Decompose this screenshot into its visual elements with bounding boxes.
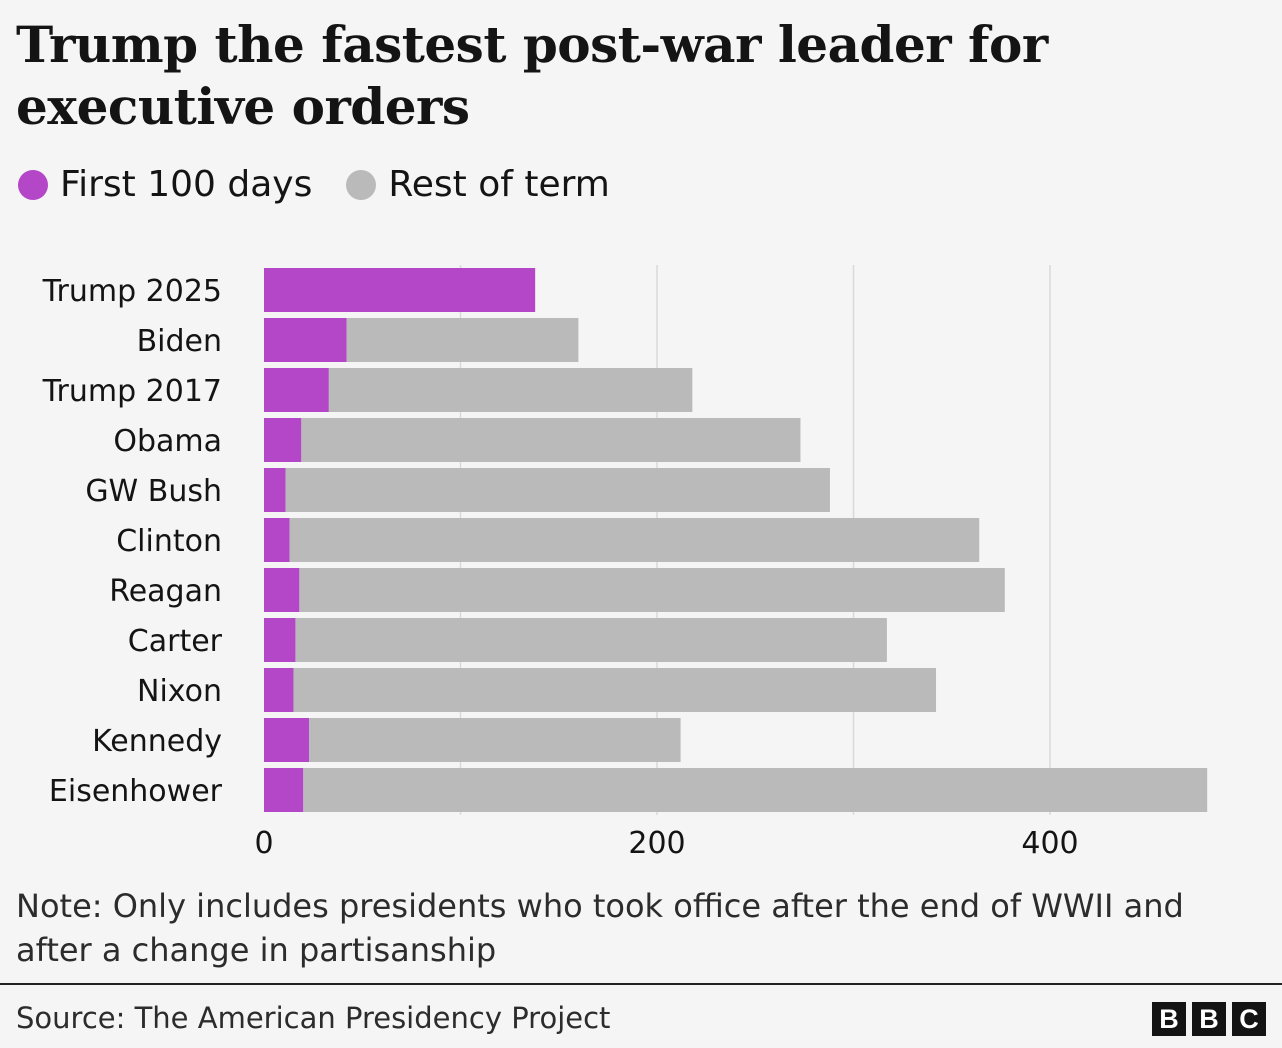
- category-label: Nixon: [137, 674, 222, 709]
- category-label: Reagan: [109, 574, 222, 609]
- bar-rest-of-term: [309, 718, 681, 762]
- bar-first-100-days: [264, 368, 329, 412]
- bar-rest-of-term: [346, 318, 579, 362]
- bar-first-100-days: [264, 568, 300, 612]
- bar-first-100-days: [264, 768, 304, 812]
- bar-rest-of-term: [301, 418, 801, 462]
- legend: First 100 days Rest of term: [18, 160, 644, 210]
- category-label: Eisenhower: [49, 774, 223, 809]
- footer-divider: [0, 983, 1282, 985]
- bar-first-100-days: [264, 668, 294, 712]
- bar-rest-of-term: [285, 468, 830, 512]
- bar-first-100-days: [264, 418, 302, 462]
- category-label: Carter: [128, 624, 223, 659]
- chart-title: Trump the fastest post-war leader for ex…: [16, 15, 1048, 136]
- bar-rest-of-term: [293, 668, 937, 712]
- bar-chart: Trump 2025 Biden Trump 2017 Obama GW Bush Cli…: [42, 265, 1208, 861]
- legend-label: Rest of term: [388, 164, 610, 205]
- chart-note: Note: Only includes presidents who took …: [16, 887, 1184, 969]
- labels-layer: Trump 2025 Biden Trump 2017 Obama GW Bush Cli…: [42, 274, 1079, 861]
- category-label: Biden: [137, 324, 222, 359]
- category-label: Kennedy: [92, 724, 222, 759]
- bbc-logo-block: C: [1232, 1002, 1266, 1036]
- bbc-logo-block: B: [1192, 1002, 1226, 1036]
- category-label: GW Bush: [85, 474, 222, 509]
- bar-first-100-days: [264, 718, 310, 762]
- category-label: Trump 2025: [42, 274, 222, 309]
- legend-swatch-rest-of-term: [346, 170, 377, 200]
- bar-rest-of-term: [303, 768, 1208, 812]
- bar-first-100-days: [264, 268, 536, 312]
- bar-first-100-days: [264, 468, 286, 512]
- bar-rest-of-term: [289, 518, 980, 562]
- source-text: Source: The American Presidency Project: [16, 1001, 611, 1035]
- x-tick-label: 400: [1021, 826, 1078, 861]
- legend-item-rest-of-term: Rest of term: [346, 160, 610, 210]
- bars-layer: [264, 268, 1208, 812]
- bar-first-100-days: [264, 518, 290, 562]
- bar-rest-of-term: [299, 568, 1005, 612]
- category-label: Clinton: [116, 524, 222, 559]
- bar-first-100-days: [264, 318, 347, 362]
- bar-rest-of-term: [295, 618, 887, 662]
- bar-rest-of-term: [328, 368, 693, 412]
- x-tick-label: 200: [628, 826, 685, 861]
- category-label: Obama: [113, 424, 222, 459]
- x-tick-label: 0: [254, 826, 273, 861]
- bbc-logo: B B C: [1152, 1002, 1266, 1036]
- category-label: Trump 2017: [42, 374, 222, 409]
- bbc-logo-block: B: [1152, 1002, 1186, 1036]
- legend-swatch-first-100-days: [18, 170, 48, 200]
- legend-label: First 100 days: [60, 164, 313, 205]
- legend-item-first-100-days: First 100 days: [18, 160, 312, 210]
- bar-first-100-days: [264, 618, 296, 662]
